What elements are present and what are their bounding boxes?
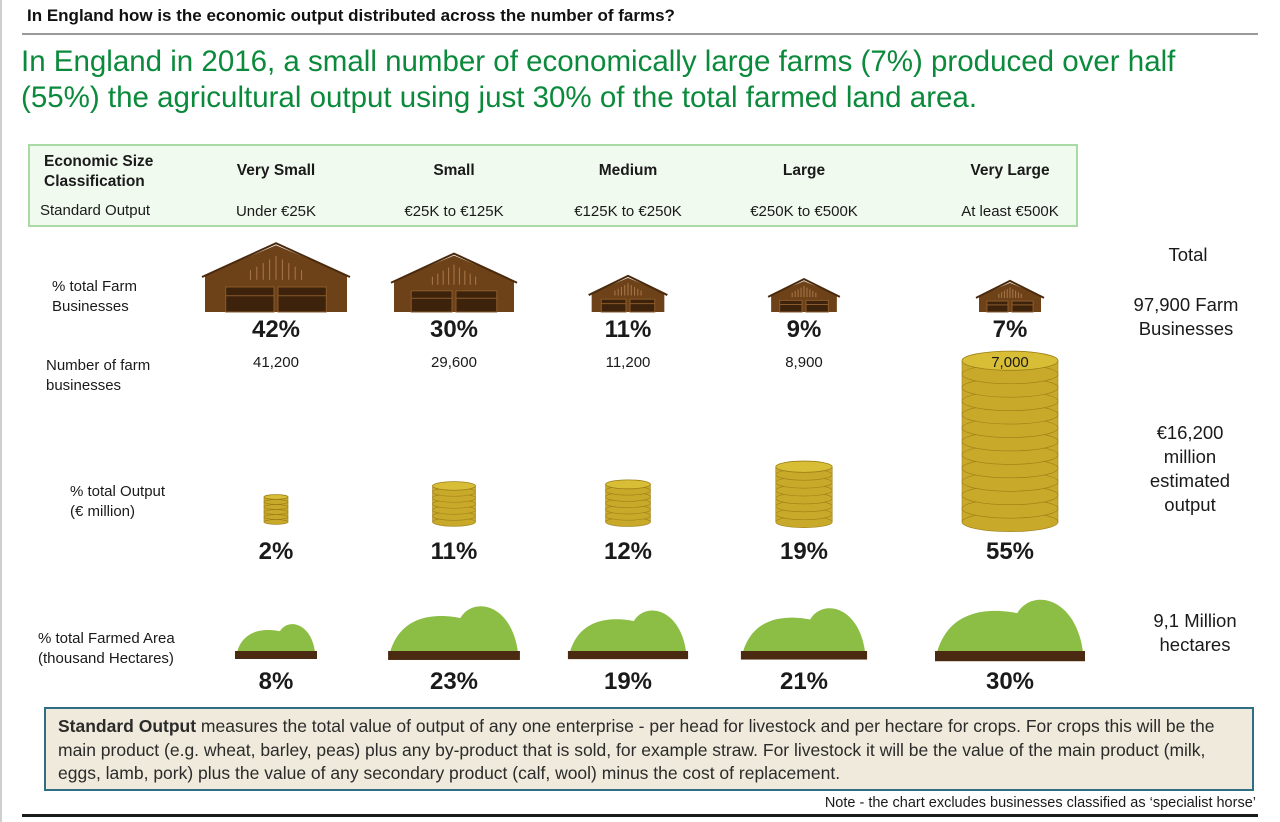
standard-output-value: €250K to €500K (750, 203, 858, 220)
coin-stack-icon (775, 460, 833, 528)
coin-stack-icon (432, 481, 476, 527)
land-icon (567, 610, 689, 660)
footnote: Note - the chart excludes businesses cla… (824, 795, 1256, 811)
total-header: Total (1168, 244, 1208, 265)
top-divider (22, 33, 1258, 35)
land-icon (740, 608, 868, 660)
business-percent: 42% (251, 316, 301, 343)
barn-icon (767, 277, 841, 313)
coin-stack-icon (263, 494, 289, 525)
area-percent: 8% (258, 668, 294, 695)
total-businesses: 97,900 Farm Businesses (1133, 294, 1239, 339)
standard-output-value: At least €500K (961, 203, 1059, 220)
classification-header: Economic Size Classification (44, 153, 154, 190)
business-percent: 11% (604, 316, 652, 343)
business-percent: 7% (992, 316, 1028, 343)
barn-icon (975, 279, 1045, 313)
category-header: Small (433, 162, 475, 179)
output-percent: 55% (985, 538, 1035, 565)
row-label-number: Number of farm businesses (46, 357, 151, 394)
standard-output-value: €25K to €125K (404, 203, 504, 220)
land-icon (235, 624, 317, 659)
business-count: 29,600 (431, 354, 477, 371)
area-percent: 19% (603, 668, 653, 695)
total-output: €16,200 million estimated output (1149, 422, 1231, 515)
note-bold: Standard Output (58, 716, 197, 736)
note-text: measures the total value of output of an… (58, 716, 1215, 783)
business-count: 41,200 (253, 354, 299, 371)
classification-table (28, 144, 1078, 227)
output-percent: 12% (603, 538, 653, 565)
standard-output-value: €125K to €250K (574, 203, 682, 220)
headline: In England in 2016, a small number of ec… (21, 45, 1176, 114)
barn-icon (201, 242, 351, 313)
business-count: 11,200 (605, 354, 651, 371)
question-title: In England how is the economic output di… (27, 6, 675, 25)
output-percent: 2% (258, 538, 294, 565)
coin-stack-icon (961, 350, 1059, 532)
land-icon (935, 599, 1085, 662)
barn-icon (588, 274, 668, 313)
area-percent: 30% (985, 668, 1035, 695)
coin-stack-icon (605, 479, 651, 527)
standard-output-label: Standard Output (40, 202, 151, 219)
standard-output-value: Under €25K (235, 203, 317, 220)
area-percent: 21% (779, 668, 829, 695)
category-header: Very Large (970, 162, 1050, 179)
bottom-divider (22, 814, 1258, 817)
row-label-output: % total Output (€ million) (70, 483, 166, 520)
area-percent: 23% (429, 668, 479, 695)
business-percent: 30% (429, 316, 479, 343)
business-count: 7,000 (991, 354, 1029, 371)
standard-output-note: Standard Output measures the total value… (44, 707, 1254, 791)
row-label-area: % total Farmed Area (thousand Hectares) (38, 630, 175, 667)
barn-icon (390, 252, 518, 313)
business-percent: 9% (786, 316, 822, 343)
category-header: Very Small (236, 162, 316, 179)
land-icon (388, 606, 520, 660)
output-percent: 19% (779, 538, 829, 565)
business-count: 8,900 (785, 354, 823, 371)
category-header: Medium (598, 162, 658, 179)
output-percent: 11% (430, 538, 478, 565)
left-rule (0, 0, 2, 822)
total-area: 9,1 Million hectares (1153, 610, 1237, 655)
row-label-businesses: % total Farm Businesses (52, 278, 138, 315)
category-header: Large (782, 162, 826, 179)
